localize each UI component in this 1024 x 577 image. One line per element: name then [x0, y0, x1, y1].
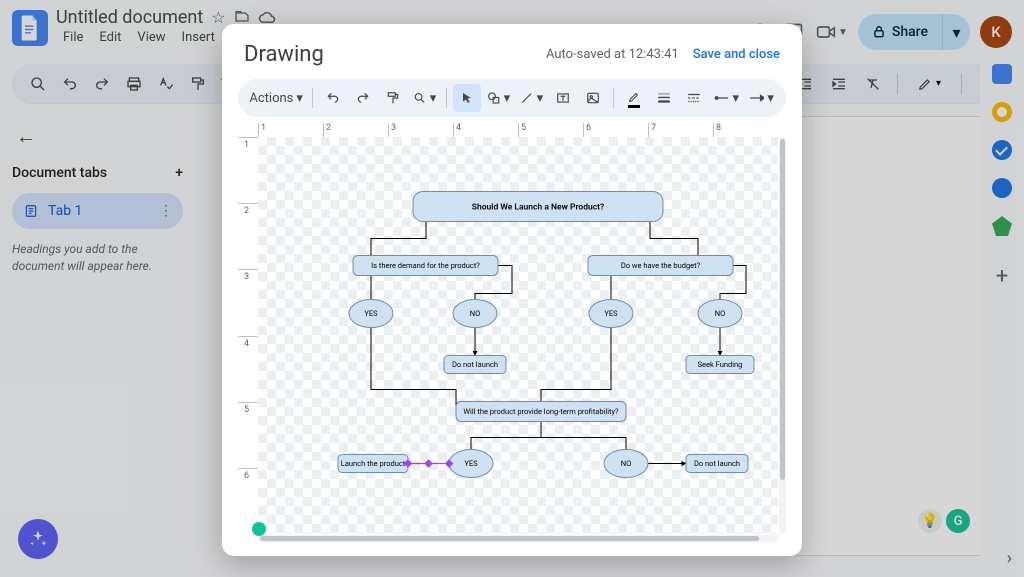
svg-text:YES: YES — [364, 309, 378, 318]
svg-text:NO: NO — [470, 309, 481, 318]
svg-text:Is there demand for the produc: Is there demand for the product? — [371, 261, 480, 270]
draw-paintformat-icon[interactable] — [379, 84, 407, 112]
draw-redo-icon[interactable] — [349, 84, 377, 112]
svg-text:Do we have the budget?: Do we have the budget? — [621, 261, 701, 270]
svg-text:NO: NO — [715, 309, 726, 318]
actions-menu[interactable]: Actions ▾ — [246, 84, 306, 112]
grammarly-canvas-icon[interactable] — [252, 522, 266, 536]
svg-text:Seek Funding: Seek Funding — [698, 360, 743, 369]
canvas-v-scrollbar[interactable] — [779, 137, 786, 534]
dialog-title: Drawing — [244, 42, 324, 67]
line-color-icon[interactable] — [620, 84, 648, 112]
image-tool-icon[interactable] — [579, 84, 607, 112]
line-weight-icon[interactable] — [650, 84, 678, 112]
svg-text:Launch the product: Launch the product — [341, 459, 406, 468]
svg-text:YES: YES — [604, 309, 618, 318]
line-end-icon[interactable]: ▾ — [745, 84, 778, 112]
zoom-tool-icon[interactable]: ▾ — [409, 84, 440, 112]
modal-overlay: Drawing Auto-saved at 12:43:41 Save and … — [0, 0, 1024, 577]
svg-text:Should We Launch a New Product: Should We Launch a New Product? — [472, 202, 604, 212]
svg-text:Do not launch: Do not launch — [452, 360, 498, 369]
textbox-tool-icon[interactable] — [549, 84, 577, 112]
line-tool-icon[interactable]: ▾ — [516, 84, 547, 112]
select-tool-icon[interactable] — [453, 84, 481, 112]
svg-text:Do not launch: Do not launch — [694, 459, 740, 468]
svg-text:YES: YES — [464, 459, 478, 468]
svg-text:Will the product provide long-: Will the product provide long-term profi… — [463, 407, 619, 416]
svg-text:NO: NO — [621, 459, 632, 468]
line-start-icon[interactable]: ▾ — [710, 84, 743, 112]
save-and-close-button[interactable]: Save and close — [693, 47, 780, 62]
autosave-status: Auto-saved at 12:43:41 — [546, 47, 679, 62]
line-dash-icon[interactable] — [680, 84, 708, 112]
drawing-canvas[interactable]: Should We Launch a New Product? Is there … — [258, 137, 778, 534]
drawing-dialog: Drawing Auto-saved at 12:43:41 Save and … — [222, 24, 802, 556]
shape-tool-icon[interactable]: ▾ — [483, 84, 514, 112]
draw-undo-icon[interactable] — [319, 84, 347, 112]
drawing-toolbar: Actions ▾ ▾ ▾ ▾ ▾ ▾ — [238, 79, 786, 117]
horizontal-ruler: 12345678 — [258, 123, 778, 137]
vertical-ruler: 123456 — [238, 137, 258, 534]
drawing-canvas-area: 12345678 123456 Should We Launch a New P… — [238, 123, 786, 542]
canvas-h-scrollbar[interactable] — [258, 535, 778, 542]
